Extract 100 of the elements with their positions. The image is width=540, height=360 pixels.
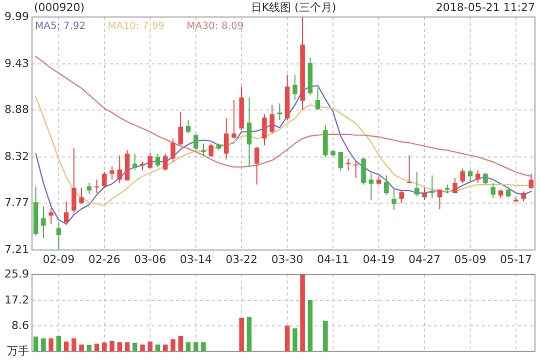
- candlestick: [246, 96, 252, 168]
- bar: [41, 338, 46, 352]
- text: MA10: 7.99: [108, 21, 165, 32]
- bar: [64, 342, 69, 352]
- candlestick: [170, 138, 176, 162]
- y-tick-label: 25.9: [4, 268, 29, 281]
- y-tick-label: 8.6: [12, 318, 29, 332]
- bar: [193, 342, 198, 352]
- x-tick-label: 03-14: [180, 253, 212, 266]
- candlestick: [186, 120, 191, 134]
- y-tick-label: 万手: [7, 344, 29, 358]
- bar: [124, 342, 130, 352]
- y-tick-label: 9.99: [4, 10, 29, 24]
- text: MA30: 8.09: [186, 21, 244, 32]
- candlestick: [437, 189, 442, 210]
- x-tick-label: 04-11: [317, 253, 350, 266]
- candlestick: [155, 153, 160, 168]
- candlestick: [48, 208, 54, 225]
- candlestick: [452, 177, 458, 194]
- x-tick-label: 02-26: [88, 253, 120, 266]
- candlestick: [406, 154, 412, 184]
- bar: [86, 344, 92, 352]
- bar: [140, 344, 145, 352]
- bar: [110, 341, 114, 352]
- x-tick-label: 05-17: [500, 253, 532, 266]
- candlestick: [79, 187, 84, 204]
- bar: [239, 318, 244, 352]
- candlestick: [86, 182, 92, 194]
- bar: [94, 344, 100, 352]
- candlestick: [399, 190, 404, 204]
- candlestick: [430, 174, 434, 199]
- bar: [148, 342, 152, 352]
- y-tick-label: 9.43: [4, 56, 29, 70]
- text: MA5: 7.92: [35, 21, 86, 32]
- line-series: [35, 85, 532, 225]
- bar: [117, 342, 122, 352]
- candlestick: [315, 88, 320, 111]
- candlestick: [468, 169, 473, 182]
- bar: [178, 336, 183, 352]
- x-tick-label: 03-22: [226, 253, 258, 266]
- bar: [186, 342, 191, 352]
- candlestick: [528, 173, 534, 190]
- candlestick: [422, 187, 427, 200]
- candlestick: [254, 146, 260, 186]
- bar: [163, 344, 168, 352]
- candlestick: [346, 158, 351, 171]
- candlestick: [354, 160, 358, 178]
- candlestick: [475, 170, 480, 184]
- y-tick-label: 17.2: [4, 293, 29, 306]
- candlestick: [521, 190, 526, 202]
- y-tick-label: 7.21: [4, 243, 29, 256]
- candlestick: [224, 118, 229, 160]
- candlestick: [368, 173, 374, 200]
- bar: [323, 320, 328, 352]
- bar: [79, 344, 84, 352]
- candlestick: [483, 172, 488, 186]
- candlestick: [117, 154, 122, 184]
- candlestick: [148, 152, 152, 170]
- x-tick-label: 03-30: [271, 253, 304, 266]
- y-tick-label: 8.32: [4, 150, 29, 163]
- candlestick: [72, 147, 76, 214]
- candlestick: [102, 172, 107, 188]
- candlestick: [56, 222, 62, 250]
- candlestick: [64, 200, 69, 226]
- candlestick: [392, 189, 396, 210]
- candlestick: [201, 143, 206, 157]
- bar: [48, 338, 54, 352]
- bar: [132, 342, 138, 352]
- bar: [56, 336, 62, 352]
- candlestick: [110, 166, 114, 180]
- line-series: [35, 56, 532, 177]
- bar: [292, 328, 298, 352]
- candlestick: [232, 99, 236, 140]
- x-tick-label: 04-19: [362, 253, 395, 266]
- x-tick-label: 03-06: [134, 253, 166, 266]
- y-tick-label: 8.88: [4, 103, 29, 116]
- text: (000920): [34, 1, 85, 14]
- candlestick: [208, 143, 214, 158]
- candlestick: [338, 151, 344, 171]
- chart-title: 日K线图 (三个月): [250, 1, 336, 14]
- text: 2018-05-21 11:27: [436, 1, 535, 14]
- bar: [284, 326, 290, 352]
- candlestick: [270, 104, 274, 134]
- bar: [33, 336, 38, 352]
- bar: [102, 342, 107, 352]
- candlestick: [132, 153, 138, 171]
- candlestick: [163, 153, 168, 171]
- candlestick: [414, 172, 420, 197]
- candlestick: [292, 74, 298, 100]
- bar: [308, 300, 313, 352]
- bar: [155, 344, 160, 352]
- y-tick-label: 7.77: [4, 196, 29, 210]
- x-tick-label: 02-09: [42, 253, 75, 266]
- x-tick-label: 05-09: [454, 253, 486, 266]
- candlestick: [490, 182, 496, 199]
- candlestick: [193, 133, 198, 151]
- candlestick: [262, 114, 267, 146]
- candlestick: [384, 174, 389, 196]
- bar: [300, 274, 305, 352]
- candlestick: [178, 111, 183, 146]
